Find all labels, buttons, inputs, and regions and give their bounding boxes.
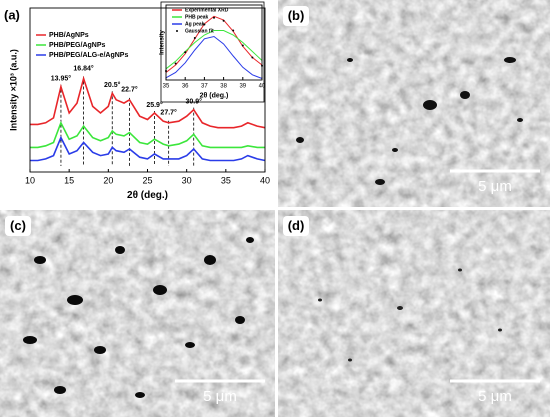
panel-label: (b)	[288, 8, 305, 23]
x-tick-label: 35	[221, 175, 231, 185]
legend-label: Experimental XRD	[185, 7, 229, 13]
x-tick-label: 30	[182, 175, 192, 185]
x-tick-label: 40	[259, 84, 266, 90]
series-line	[165, 35, 263, 79]
x-tick-label: 40	[260, 175, 270, 185]
panel-label-box	[5, 216, 31, 236]
x-tick-label: 20	[103, 175, 113, 185]
scale-bar-label: 5 μm	[478, 178, 512, 195]
series-line	[30, 135, 266, 162]
legend-label: PHB/AgNPs	[49, 32, 89, 39]
data-point	[241, 44, 244, 47]
series-line	[165, 30, 263, 70]
annotation-label: 16.84°	[73, 64, 94, 72]
series-line	[165, 15, 263, 73]
x-tick-label: 10	[25, 175, 35, 185]
scale-bar-label: 5 μm	[478, 388, 512, 405]
scale-bar-label: 5 μm	[203, 388, 237, 405]
y-axis-label: Intensity	[160, 30, 166, 55]
annotation-label: 30.9°	[185, 98, 202, 106]
pores	[23, 237, 254, 398]
panel-label: (c)	[10, 218, 26, 233]
legend-label: PHB/PEG/AgNPs	[49, 42, 106, 49]
data-point	[213, 16, 215, 19]
axes-frame	[165, 4, 263, 81]
x-tick-label: 39	[239, 84, 246, 90]
x-tick-label: 36	[182, 84, 189, 90]
x-axis-label: 2θ (deg.)	[127, 190, 168, 201]
panel-label: (a)	[4, 7, 20, 22]
inset-frame	[160, 1, 265, 103]
legend-label: PHB/PEG/ALG-e/AgNPs	[49, 52, 128, 59]
sem-image	[278, 0, 550, 207]
sem-texture	[278, 0, 550, 207]
x-tick-label: 38	[220, 84, 227, 90]
annotation-label: 25.9°	[146, 101, 163, 109]
panel-label-box	[283, 216, 309, 236]
sem-texture	[0, 210, 275, 417]
x-tick-label: 15	[64, 175, 74, 185]
data-point	[174, 62, 177, 65]
annotation-label: 13.95°	[51, 75, 72, 83]
data-point	[203, 23, 206, 26]
pores	[318, 268, 502, 362]
pores	[296, 57, 523, 185]
panel-label-box	[283, 6, 309, 26]
data-point	[232, 29, 235, 32]
y-axis-label: Intensity ×10³ (a.u.)	[8, 49, 18, 131]
data-point	[222, 19, 225, 22]
x-tick-label: 37	[201, 84, 208, 90]
annotation-label: 22.7°	[121, 86, 138, 94]
legend-label: Ag peak	[185, 21, 205, 27]
x-tick-label: 25	[142, 175, 152, 185]
sem-texture	[278, 210, 550, 417]
series-line	[30, 75, 266, 129]
legend-marker	[176, 30, 178, 32]
data-point	[193, 37, 196, 39]
sem-image	[0, 210, 275, 417]
legend-label: PHB peak	[185, 14, 209, 20]
x-tick-label: 35	[163, 84, 170, 90]
annotation-label: 27.7°	[160, 109, 177, 117]
legend-label: Gaussian fit	[185, 28, 214, 34]
data-point	[184, 51, 187, 54]
series-line	[30, 120, 265, 149]
x-axis-label: 2θ (deg.)	[200, 92, 229, 99]
sem-image	[278, 210, 550, 417]
panel-label: (d)	[288, 218, 305, 233]
annotation-label: 20.5°	[104, 81, 121, 89]
data-point	[251, 56, 254, 59]
